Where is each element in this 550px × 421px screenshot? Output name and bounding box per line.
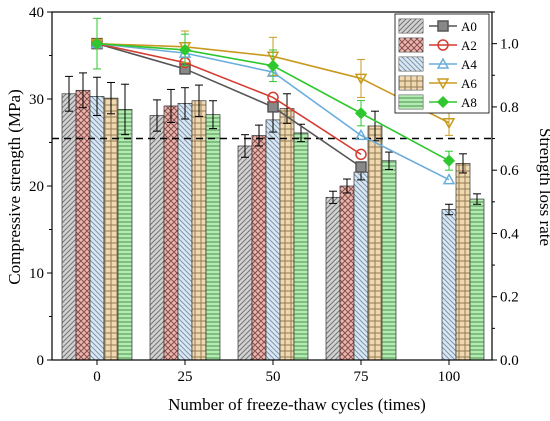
bar-pattern-A6-100 [455, 163, 471, 361]
bar-pattern-A2-0 [75, 89, 91, 361]
bar-pattern-A0-25 [149, 115, 165, 361]
point-A8-100 [442, 154, 456, 167]
point-A8-25 [178, 43, 192, 57]
point-A4-100 [442, 173, 456, 185]
x-axis-ticks: 0 25 50 75 100 [93, 360, 460, 385]
bar-pattern-A4-0 [89, 96, 105, 361]
bar-pattern-A4-50 [265, 119, 281, 361]
bar-pattern-A6-25 [191, 100, 207, 361]
y-tick-label-0: 0 [37, 353, 45, 369]
bar-pattern-A2-50 [251, 135, 267, 361]
y2-axis-ticks: 0.0 0.2 0.4 0.6 0.8 1.0 [492, 11, 519, 369]
y-axis-ticks: 0 10 20 30 40 [29, 5, 52, 369]
point-A8-75 [354, 107, 368, 120]
legend-swatch-pattern-A2 [399, 38, 423, 52]
point-A6-75 [354, 73, 368, 85]
bar-pattern-A0-75 [325, 196, 341, 361]
y-tick-label-10: 10 [29, 266, 44, 282]
point-A0-75 [355, 161, 367, 173]
point-A0-50 [267, 101, 279, 113]
point-A2-75 [355, 148, 367, 161]
x-tick-label-100: 100 [438, 369, 461, 385]
y-axis-title: Compressive strength (MPa) [5, 89, 24, 284]
bar-pattern-A4-75 [353, 171, 369, 361]
bar-pattern-A0-50 [237, 145, 253, 361]
y2-tick-label-0.2: 0.2 [500, 290, 519, 306]
legend-label-A4: A4 [461, 57, 477, 72]
bar-pattern-A8-25 [205, 114, 221, 361]
x-tick-label-0: 0 [93, 369, 101, 385]
legend-label-A8: A8 [461, 95, 477, 110]
bar-pattern-A2-75 [339, 185, 355, 361]
x-tick-label-25: 25 [178, 369, 193, 385]
y2-axis-title: Strength loss rate [536, 128, 550, 246]
bar-pattern-A6-50 [279, 108, 295, 361]
point-A8-0 [90, 37, 104, 50]
legend: A0 A2 A4 A6 A8 [394, 13, 490, 114]
point-A2-50 [267, 91, 279, 104]
legend-swatch-pattern-A6 [399, 76, 423, 90]
line-A2 [96, 42, 362, 156]
legend-swatch-pattern-A8 [399, 95, 423, 109]
y2-tick-label-0.8: 0.8 [500, 100, 519, 116]
y-tick-label-40: 40 [29, 5, 44, 21]
bar-pattern-A2-25 [163, 105, 179, 361]
legend-marker-A6 [436, 78, 450, 90]
x-tick-label-50: 50 [266, 369, 281, 385]
bar-pattern-A6-75 [367, 125, 383, 361]
bar-pattern-A8-0 [117, 109, 133, 361]
legend-swatch-pattern-A0 [399, 19, 423, 33]
bar-pattern-A8-100 [469, 198, 485, 361]
legend-swatch-pattern-A4 [399, 57, 423, 71]
lines-layer [90, 17, 456, 185]
y2-tick-label-0.6: 0.6 [500, 163, 519, 179]
y-tick-label-30: 30 [29, 92, 44, 108]
bar-pattern-A4-25 [177, 102, 193, 361]
legend-label-A6: A6 [461, 76, 477, 91]
y-tick-label-20: 20 [29, 179, 44, 195]
bar-pattern-A8-75 [381, 160, 397, 361]
legend-marker-A4 [436, 57, 450, 69]
line-A0 [96, 42, 362, 168]
point-A4-75 [354, 128, 368, 141]
legend-label-A2: A2 [461, 38, 477, 53]
bar-pattern-A8-50 [293, 132, 309, 361]
y2-tick-label-0.0: 0.0 [500, 353, 519, 369]
y2-tick-label-0.4: 0.4 [500, 226, 519, 242]
legend-marker-A2 [437, 39, 449, 51]
legend-label-A0: A0 [461, 19, 477, 34]
x-tick-label-75: 75 [354, 369, 369, 385]
legend-marker-A8 [436, 95, 450, 109]
bar-pattern-A6-0 [103, 97, 119, 361]
legend-marker-A0 [437, 20, 449, 32]
bar-pattern-A0-0 [61, 93, 77, 361]
point-A6-100 [442, 117, 456, 130]
bar-pattern-A4-100 [441, 209, 457, 361]
y2-tick-label-1.0: 1.0 [500, 37, 519, 53]
point-A8-50 [266, 59, 280, 72]
x-axis-title: Number of freeze-thaw cycles (times) [168, 395, 426, 414]
